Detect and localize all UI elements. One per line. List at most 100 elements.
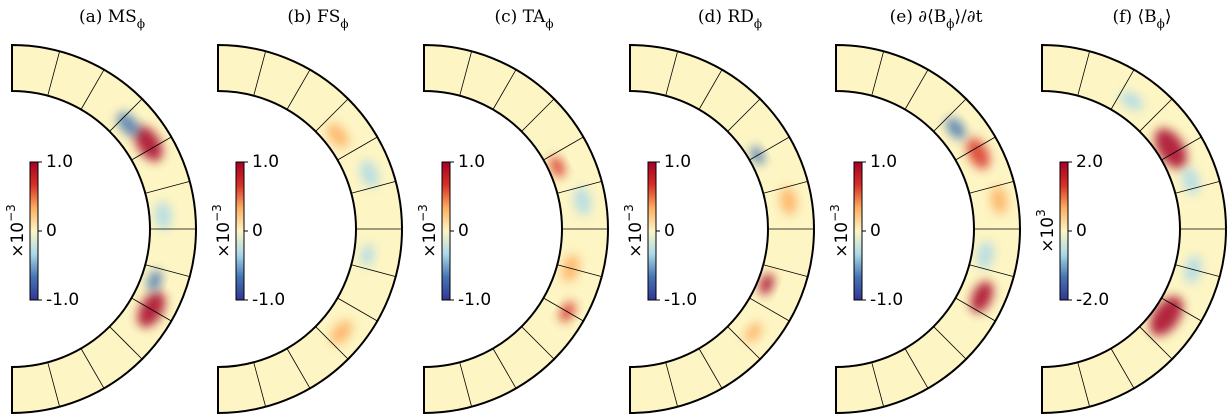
colorbar xyxy=(441,161,451,301)
annulus-outline xyxy=(1041,43,1227,415)
radial-line xyxy=(1175,180,1220,194)
colorbar-tick-label: 0 xyxy=(46,221,57,241)
title-part: (c) TA xyxy=(494,7,546,27)
colorbar-tick-label: 0 xyxy=(1076,221,1087,241)
colorbar xyxy=(235,161,245,301)
radial-line xyxy=(80,348,105,389)
radial-line xyxy=(557,180,602,194)
title-part: ϕ xyxy=(340,17,348,31)
radial-line xyxy=(749,136,790,161)
radial-line xyxy=(131,297,172,322)
blob xyxy=(990,186,1008,215)
panel-title: (d) RDϕ xyxy=(698,7,762,31)
radial-line xyxy=(871,362,885,407)
colorbar-tick-label: 0 xyxy=(664,221,675,241)
title-part: ϕ xyxy=(946,17,954,31)
label-part: −3 xyxy=(828,204,842,222)
colorbar-tick-label: -1.0 xyxy=(458,290,491,310)
title-part: (e) ∂⟨B xyxy=(890,7,947,27)
radial-line xyxy=(749,297,790,322)
radial-line xyxy=(286,348,311,389)
colorbar-tick-label: -1.0 xyxy=(252,290,285,310)
blob xyxy=(360,160,379,188)
radial-line xyxy=(904,348,929,389)
colorbar-label: ×10−3 xyxy=(210,204,235,258)
blob xyxy=(946,117,966,140)
radial-line xyxy=(665,51,679,96)
radial-line xyxy=(871,51,885,96)
colorbar-tick-label: 2.0 xyxy=(1076,152,1103,172)
radial-line xyxy=(763,180,808,194)
radial-line xyxy=(933,98,967,132)
panel: (b) FSϕ -1.0 0 1.0 ×10−3 xyxy=(210,7,403,415)
blob xyxy=(1181,167,1200,195)
colorbar-tick-label: 0 xyxy=(870,221,881,241)
label-part: −3 xyxy=(416,204,430,222)
radial-line xyxy=(969,264,1014,278)
radial-line xyxy=(109,326,143,360)
colorbar-tick-label: 1.0 xyxy=(870,152,897,172)
radial-line xyxy=(315,98,349,132)
colorbar-tick-label: 1.0 xyxy=(664,152,691,172)
radial-line xyxy=(698,348,723,389)
colorbar-tick-label: -1.0 xyxy=(664,290,697,310)
blob xyxy=(780,187,797,215)
label-part: ×10 xyxy=(626,222,646,258)
colorbar-label: ×10−3 xyxy=(622,204,647,258)
colorbar-tick-label: 1.0 xyxy=(252,152,279,172)
blob xyxy=(1149,296,1183,336)
colorbar-tick-label: 1.0 xyxy=(458,152,485,172)
radial-line xyxy=(315,326,349,360)
title-part: (f) ⟨B xyxy=(1113,7,1157,27)
radial-line xyxy=(1139,98,1173,132)
blob xyxy=(970,281,994,313)
radial-line xyxy=(933,326,967,360)
annulus-fill xyxy=(1042,45,1226,413)
blob xyxy=(330,320,353,345)
radial-line xyxy=(969,180,1014,194)
radial-line xyxy=(109,98,143,132)
radial-line xyxy=(351,264,396,278)
annulus-outline xyxy=(217,43,403,415)
radial-line xyxy=(47,362,61,407)
blobs xyxy=(326,123,379,345)
annulus-fill xyxy=(630,45,814,413)
radial-line xyxy=(1161,297,1202,322)
colorbar-tick-label: 0 xyxy=(252,221,263,241)
radial-line xyxy=(131,136,172,161)
colorbar-tick-label: -1.0 xyxy=(870,290,903,310)
colorbar xyxy=(29,161,39,301)
radial-line xyxy=(337,297,378,322)
radial-line xyxy=(521,326,555,360)
panel-title: (e) ∂⟨Bϕ⟩/∂t xyxy=(890,7,983,31)
radial-line xyxy=(459,362,473,407)
radial-line xyxy=(1077,362,1091,407)
blob xyxy=(549,156,565,178)
annulus-outline xyxy=(835,43,1021,415)
radial-line xyxy=(459,51,473,96)
radial-line xyxy=(955,297,996,322)
colorbar-tick-label: -1.0 xyxy=(46,290,79,310)
radial-line xyxy=(253,362,267,407)
radial-line xyxy=(763,264,808,278)
annulus-outline xyxy=(11,43,197,415)
radial-line xyxy=(80,69,105,110)
blob xyxy=(1120,91,1143,111)
colorbar-tick-label: 0 xyxy=(458,221,469,241)
radial-line xyxy=(543,297,584,322)
radial-line xyxy=(253,51,267,96)
label-part: ×10 xyxy=(8,222,28,258)
radial-line xyxy=(1175,264,1220,278)
blobs xyxy=(946,117,1008,313)
annulus-fill xyxy=(836,45,1020,413)
label-part: ×10 xyxy=(1038,217,1058,253)
label-part: 3 xyxy=(1034,209,1048,217)
radial-line xyxy=(145,264,190,278)
blob xyxy=(147,270,162,292)
label-part: −3 xyxy=(210,204,224,222)
blob xyxy=(134,126,163,162)
radial-line xyxy=(698,69,723,110)
radial-line xyxy=(1077,51,1091,96)
radial-line xyxy=(521,98,555,132)
radial-line xyxy=(727,326,761,360)
